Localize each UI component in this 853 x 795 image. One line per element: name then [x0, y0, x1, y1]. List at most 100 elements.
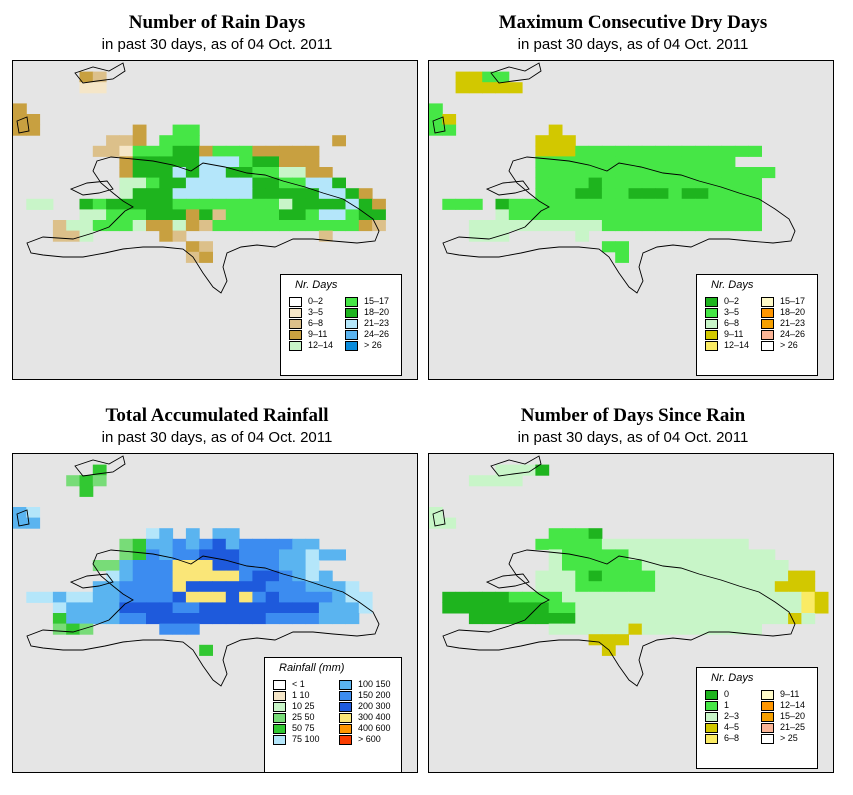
legend-label: 25 50 [292, 712, 315, 722]
grid-cell [721, 570, 736, 582]
grid-cell [172, 177, 187, 189]
grid-cell [172, 613, 187, 625]
grid-cell [495, 230, 510, 242]
grid-cell [548, 188, 563, 200]
grid-cell [668, 560, 683, 572]
grid-cell [774, 560, 789, 572]
legend-swatch [705, 723, 718, 733]
grid-cell [199, 602, 213, 614]
grid-cell [225, 528, 240, 540]
grid-cell [212, 220, 227, 232]
legend-label: 6–8 [724, 318, 740, 328]
grid-cell [761, 167, 776, 179]
legend-swatch [289, 319, 302, 329]
grid-cell [185, 167, 200, 179]
grid-cell [774, 613, 789, 625]
grid-cell [265, 613, 280, 625]
legend-max-dry-days: Nr. Days 0–2 3–5 6–8 9–11 12–14 15–17 18–20 21–… [696, 274, 818, 376]
legend-swatch [761, 723, 774, 733]
grid-cell [212, 581, 227, 593]
grid-cell [562, 220, 576, 232]
grid-cell [734, 602, 749, 614]
grid-cell [615, 156, 629, 168]
grid-cell [252, 613, 267, 625]
grid-cell [548, 613, 563, 625]
grid-cell [429, 124, 443, 136]
grid-cell [734, 549, 749, 561]
grid-cell [279, 177, 293, 189]
legend-label: 21–25 [780, 722, 806, 732]
grid-cell [668, 156, 683, 168]
grid-cell [748, 613, 762, 625]
grid-cell [119, 613, 134, 625]
grid-cell [628, 156, 643, 168]
grid-cell [628, 167, 643, 179]
grid-cell [495, 209, 510, 221]
grid-cell [641, 145, 656, 157]
grid-cell [318, 591, 333, 603]
map-grid [429, 455, 829, 687]
grid-cell [548, 528, 563, 540]
grid-cell [615, 177, 629, 189]
grid-cell [601, 560, 616, 572]
grid-cell [132, 602, 147, 614]
grid-cell [668, 145, 683, 157]
grid-cell [615, 570, 629, 582]
grid-cell [548, 124, 563, 136]
grid-cell [265, 145, 280, 157]
grid-cell [252, 145, 267, 157]
grid-cell [305, 581, 320, 593]
grid-cell [721, 177, 736, 189]
grid-cell [225, 198, 240, 210]
grid-cell [548, 156, 563, 168]
grid-cell [615, 209, 629, 221]
grid-cell [601, 602, 616, 614]
grid-cell [588, 198, 603, 210]
grid-cell [562, 167, 576, 179]
grid-cell [79, 230, 94, 242]
grid-cell [429, 517, 443, 529]
grid-cell [615, 613, 629, 625]
grid-cell [721, 198, 736, 210]
grid-cell [801, 613, 816, 625]
grid-cell [814, 591, 829, 603]
grid-cell [185, 591, 200, 603]
grid-cell [265, 560, 280, 572]
legend-label: 9–11 [780, 689, 800, 699]
grid-cell [279, 188, 293, 200]
grid-cell [212, 591, 227, 603]
panel-subtitle: in past 30 days, as of 04 Oct. 2011 [517, 429, 749, 446]
legend-label: > 26 [780, 340, 798, 350]
legend-label: 50 75 [292, 723, 315, 733]
grid-cell [279, 220, 293, 232]
grid-cell [508, 220, 523, 232]
legend-label: 10 25 [292, 701, 315, 711]
grid-cell [442, 198, 457, 210]
grid-cell [305, 177, 320, 189]
grid-cell [106, 570, 120, 582]
grid-cell [265, 156, 280, 168]
grid-cell [79, 591, 94, 603]
legend-swatch [761, 319, 774, 329]
grid-cell [79, 475, 94, 487]
grid-cell [601, 591, 616, 603]
grid-cell [66, 602, 80, 614]
grid-cell [588, 538, 603, 550]
grid-cell [588, 177, 603, 189]
grid-cell [252, 177, 267, 189]
grid-cell [318, 220, 333, 232]
grid-cell [734, 570, 749, 582]
grid-cell [734, 538, 749, 550]
grid-cell [562, 177, 576, 189]
grid-cell [199, 613, 213, 625]
grid-cell [225, 145, 240, 157]
grid-cell [132, 570, 147, 582]
grid-cell [548, 220, 563, 232]
grid-cell [575, 549, 590, 561]
grid-cell [495, 71, 510, 83]
grid-cell [146, 528, 160, 540]
grid-cell [185, 581, 200, 593]
grid-cell [212, 198, 227, 210]
grid-cell [575, 220, 590, 232]
grid-cell [79, 485, 94, 497]
